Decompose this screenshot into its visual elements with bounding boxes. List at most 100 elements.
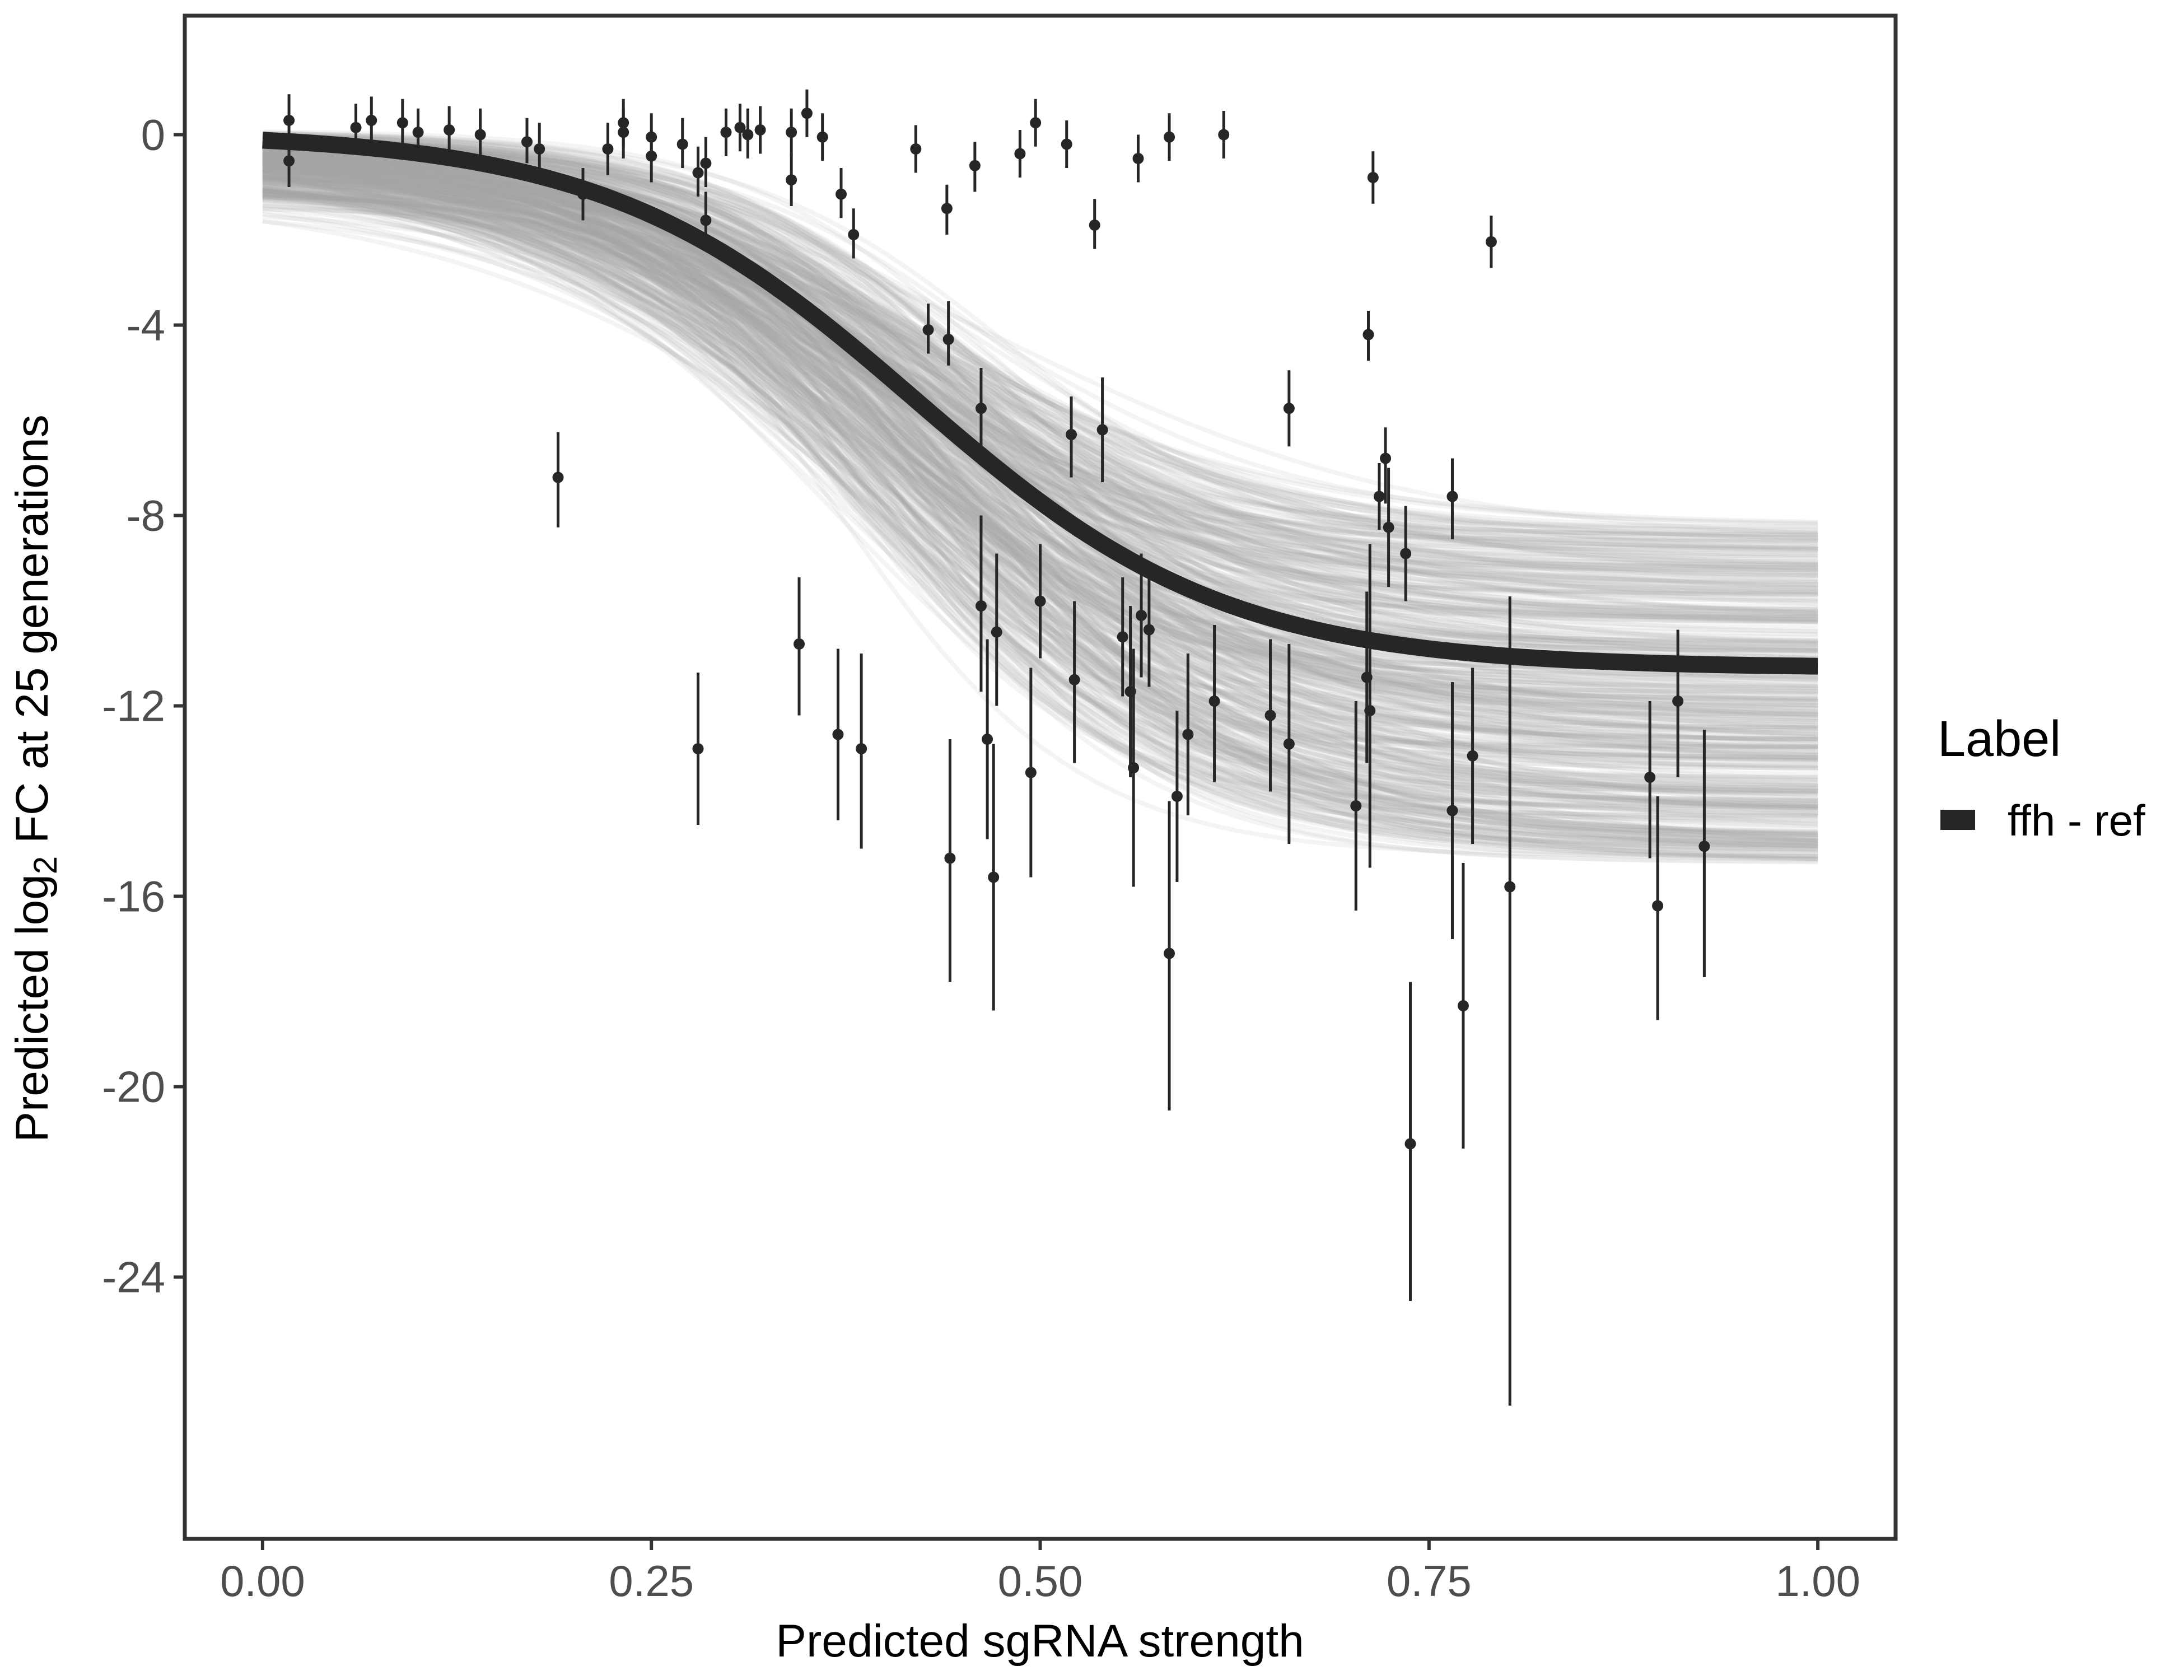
data-point [786, 174, 797, 186]
posterior-draw [262, 141, 1818, 545]
posterior-draw [262, 162, 1818, 708]
posterior-draw [262, 146, 1818, 749]
posterior-draw [262, 195, 1818, 544]
data-point [754, 124, 766, 136]
data-point [283, 115, 295, 126]
posterior-draw [262, 170, 1818, 532]
data-point [1367, 172, 1379, 183]
posterior-draw [262, 169, 1818, 578]
y-tick-label: 0 [141, 110, 165, 160]
posterior-draw [262, 207, 1818, 622]
data-point [734, 122, 746, 133]
posterior-draw [262, 156, 1818, 852]
posterior-draw [262, 137, 1818, 615]
posterior-draw [262, 151, 1818, 614]
data-point [1361, 671, 1373, 683]
posterior-draw [262, 153, 1818, 570]
posterior-draw [262, 192, 1818, 560]
posterior-draw [262, 153, 1818, 550]
x-tick-label: 0.25 [609, 1556, 694, 1606]
data-point [396, 117, 408, 129]
data-point [856, 743, 867, 754]
posterior-draw [262, 173, 1818, 603]
posterior-draw [262, 179, 1818, 666]
posterior-draw [262, 172, 1818, 841]
posterior-draw [262, 143, 1818, 525]
posterior-draw [262, 172, 1818, 601]
posterior-draw [262, 188, 1818, 804]
data-point [1218, 129, 1230, 141]
posterior-draw [262, 197, 1818, 847]
posterior-draw [262, 136, 1818, 569]
data-point [1096, 424, 1108, 436]
posterior-draw [262, 153, 1818, 853]
data-point [646, 131, 657, 143]
posterior-draw [262, 131, 1818, 680]
posterior-draw [262, 156, 1818, 862]
data-point [1698, 841, 1710, 852]
posterior-draw [262, 184, 1818, 848]
data-point [1446, 491, 1458, 502]
y-axis-label-prefix: Predicted log [7, 874, 58, 1142]
data-point [350, 122, 362, 133]
data-point [1485, 236, 1497, 248]
data-point [692, 743, 704, 754]
posterior-draw [262, 190, 1818, 571]
data-point [942, 334, 954, 345]
posterior-draw [262, 150, 1818, 541]
data-point [534, 143, 545, 155]
y-tick-label: -24 [102, 1253, 165, 1302]
posterior-draw [262, 162, 1818, 584]
y-axis: 0 -4 -8 -12 -16 -20 -24 [102, 110, 185, 1302]
data-point [700, 214, 712, 226]
posterior-draw [262, 156, 1818, 552]
posterior-draw [262, 147, 1818, 597]
posterior-draw [262, 162, 1818, 555]
data-point [1404, 1138, 1416, 1150]
posterior-draw [262, 148, 1818, 540]
posterior-draw [262, 190, 1818, 575]
posterior-draw [262, 156, 1818, 535]
data-point [982, 734, 993, 745]
posterior-draw [262, 190, 1818, 865]
posterior-draw [262, 138, 1818, 594]
data-point [1446, 805, 1458, 816]
posterior-draw [262, 158, 1818, 794]
posterior-draw [262, 175, 1818, 617]
posterior-draw [262, 158, 1818, 740]
data-point [1025, 767, 1037, 778]
posterior-draw [262, 140, 1818, 649]
posterior-draw [262, 146, 1818, 583]
posterior-draw [262, 158, 1818, 619]
posterior-draw [262, 194, 1818, 593]
data-point [991, 626, 1002, 638]
y-tick-label: -20 [102, 1062, 165, 1112]
data-point [700, 157, 712, 169]
posterior-draw [262, 165, 1818, 526]
data-point [1400, 548, 1412, 559]
data-point [1143, 624, 1155, 636]
data-point [1652, 900, 1664, 912]
posterior-draw [262, 166, 1818, 576]
posterior-draw [262, 152, 1818, 806]
posterior-draw [262, 195, 1818, 538]
posterior-draw [262, 175, 1818, 588]
posterior-draw [262, 160, 1818, 634]
posterior-draw [262, 142, 1818, 689]
posterior-draw [262, 132, 1818, 622]
posterior-draw [262, 200, 1818, 646]
data-point [1672, 696, 1684, 707]
data-point [1034, 595, 1046, 607]
posterior-draw [262, 170, 1818, 864]
posterior-draw [262, 130, 1818, 704]
data-point [1164, 131, 1175, 143]
data-point [1117, 631, 1128, 643]
data-point [1171, 791, 1183, 802]
posterior-draw [262, 150, 1818, 820]
posterior-draw [262, 141, 1818, 626]
data-point [848, 229, 860, 240]
posterior-draw [262, 157, 1818, 843]
posterior-draw [262, 169, 1818, 617]
data-point [1014, 148, 1026, 160]
data-point [1283, 738, 1295, 750]
